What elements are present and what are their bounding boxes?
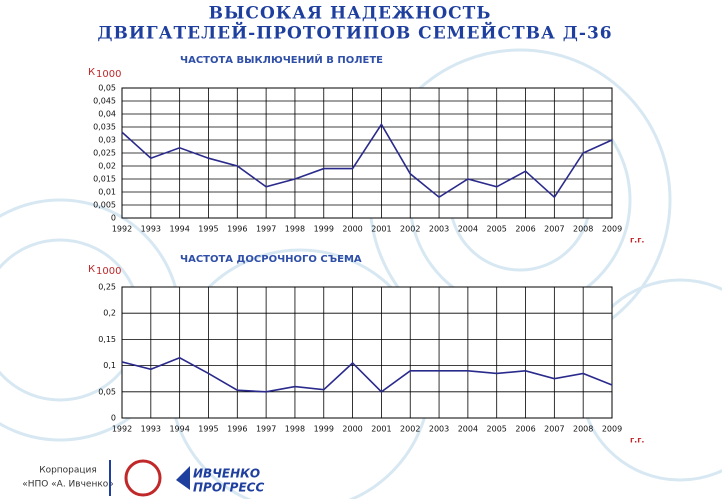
plot-area [121,286,613,419]
y-tick-label: 0,2 [103,309,116,318]
x-tick-label: 2007 [544,425,564,434]
x-tick-label: 1992 [112,425,132,434]
logo-text: ПРОГРЕСС [193,481,264,495]
x-tick-label: 2001 [371,425,391,434]
y-tick-label: 0,015 [93,175,116,184]
x-tick-label: 2002 [400,225,420,234]
title-line: ВЫСОКАЯ НАДЕЖНОСТЬ [209,4,492,24]
x-tick-label: 1998 [285,425,305,434]
y-tick-label: 0,035 [93,123,116,132]
y-tick-label: 0,045 [93,97,116,106]
x-tick-label: 2004 [458,225,478,234]
footer: Корпорация «НПО «А. Ивченко» ИВЧЕНКО ПРО… [22,459,264,497]
y-tick-label: 0,25 [98,283,116,292]
logo [124,459,162,497]
y-tick-label: 0 [111,214,116,223]
x-tick-label: 1999 [314,425,334,434]
x-tick-label: 2002 [400,425,420,434]
chart-title: ЧАСТОТА ВЫКЛЮЧЕНИЙ В ПОЛЕТЕ [180,53,383,66]
chart-title: ЧАСТОТА ДОСРОЧНОГО СЪЕМА [180,254,362,265]
x-tick-label: 1994 [169,425,189,434]
y-axis-label-subscript: 1000 [96,69,121,80]
title-line: ДВИГАТЕЛЕЙ-ПРОТОТИПОВ СЕМЕЙСТВА Д-36 [97,22,612,44]
x-tick-label: 2007 [544,225,564,234]
x-tick-label: 2001 [371,225,391,234]
x-tick-label: 1999 [314,225,334,234]
x-tick-label: 1998 [285,225,305,234]
x-tick-label: 2004 [458,425,478,434]
footer-text: «НПО «А. Ивченко» [22,480,114,490]
y-tick-label: 0,05 [98,387,116,396]
x-tick-label: 1997 [256,225,276,234]
x-tick-label: 2003 [429,425,449,434]
x-tick-label: 1995 [198,225,218,234]
y-tick-label: 0,1 [103,361,116,370]
logo-text: ИВЧЕНКО [193,467,260,481]
x-tick-label: 1993 [141,225,161,234]
x-tick-label: 1995 [198,425,218,434]
footer-text: Корпорация [39,466,97,476]
x-tick-label: 1996 [227,425,247,434]
y-axis-label: К [88,264,95,275]
x-tick-label: 2003 [429,225,449,234]
x-tick-label: 2006 [515,425,535,434]
data-line [121,122,613,199]
y-tick-label: 0,005 [93,201,116,210]
x-tick-label: 2009 [602,425,622,434]
x-tick-label: 2008 [573,225,593,234]
x-tick-label: 1997 [256,425,276,434]
y-tick-label: 0 [111,414,116,423]
x-tick-label: 2005 [487,225,507,234]
x-tick-label: 2000 [342,425,362,434]
y-tick-label: 0,05 [98,84,116,93]
y-tick-label: 0,03 [98,136,116,145]
data-line [121,356,613,393]
x-tick-label: 1996 [227,225,247,234]
y-tick-label: 0,04 [98,110,116,119]
x-axis-label: г.г. [630,436,644,445]
x-tick-label: 2006 [515,225,535,234]
x-tick-label: 2000 [342,225,362,234]
x-tick-label: 1992 [112,225,132,234]
y-tick-label: 0,01 [98,188,116,197]
y-axis-label-subscript: 1000 [96,266,121,277]
x-tick-label: 1994 [169,225,189,234]
y-tick-label: 0,02 [98,162,116,171]
x-tick-label: 1993 [141,425,161,434]
y-tick-label: 0,025 [93,149,116,158]
y-axis-label: К [88,67,95,78]
x-tick-label: 2009 [602,225,622,234]
logo [176,466,190,490]
x-tick-label: 2008 [573,425,593,434]
y-tick-label: 0,15 [98,335,116,344]
x-tick-label: 2005 [487,425,507,434]
x-axis-label: г.г. [630,236,644,245]
